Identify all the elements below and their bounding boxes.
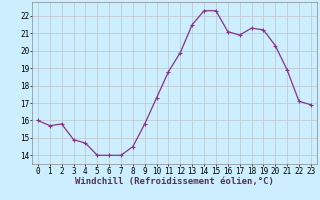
X-axis label: Windchill (Refroidissement éolien,°C): Windchill (Refroidissement éolien,°C) [75,177,274,186]
